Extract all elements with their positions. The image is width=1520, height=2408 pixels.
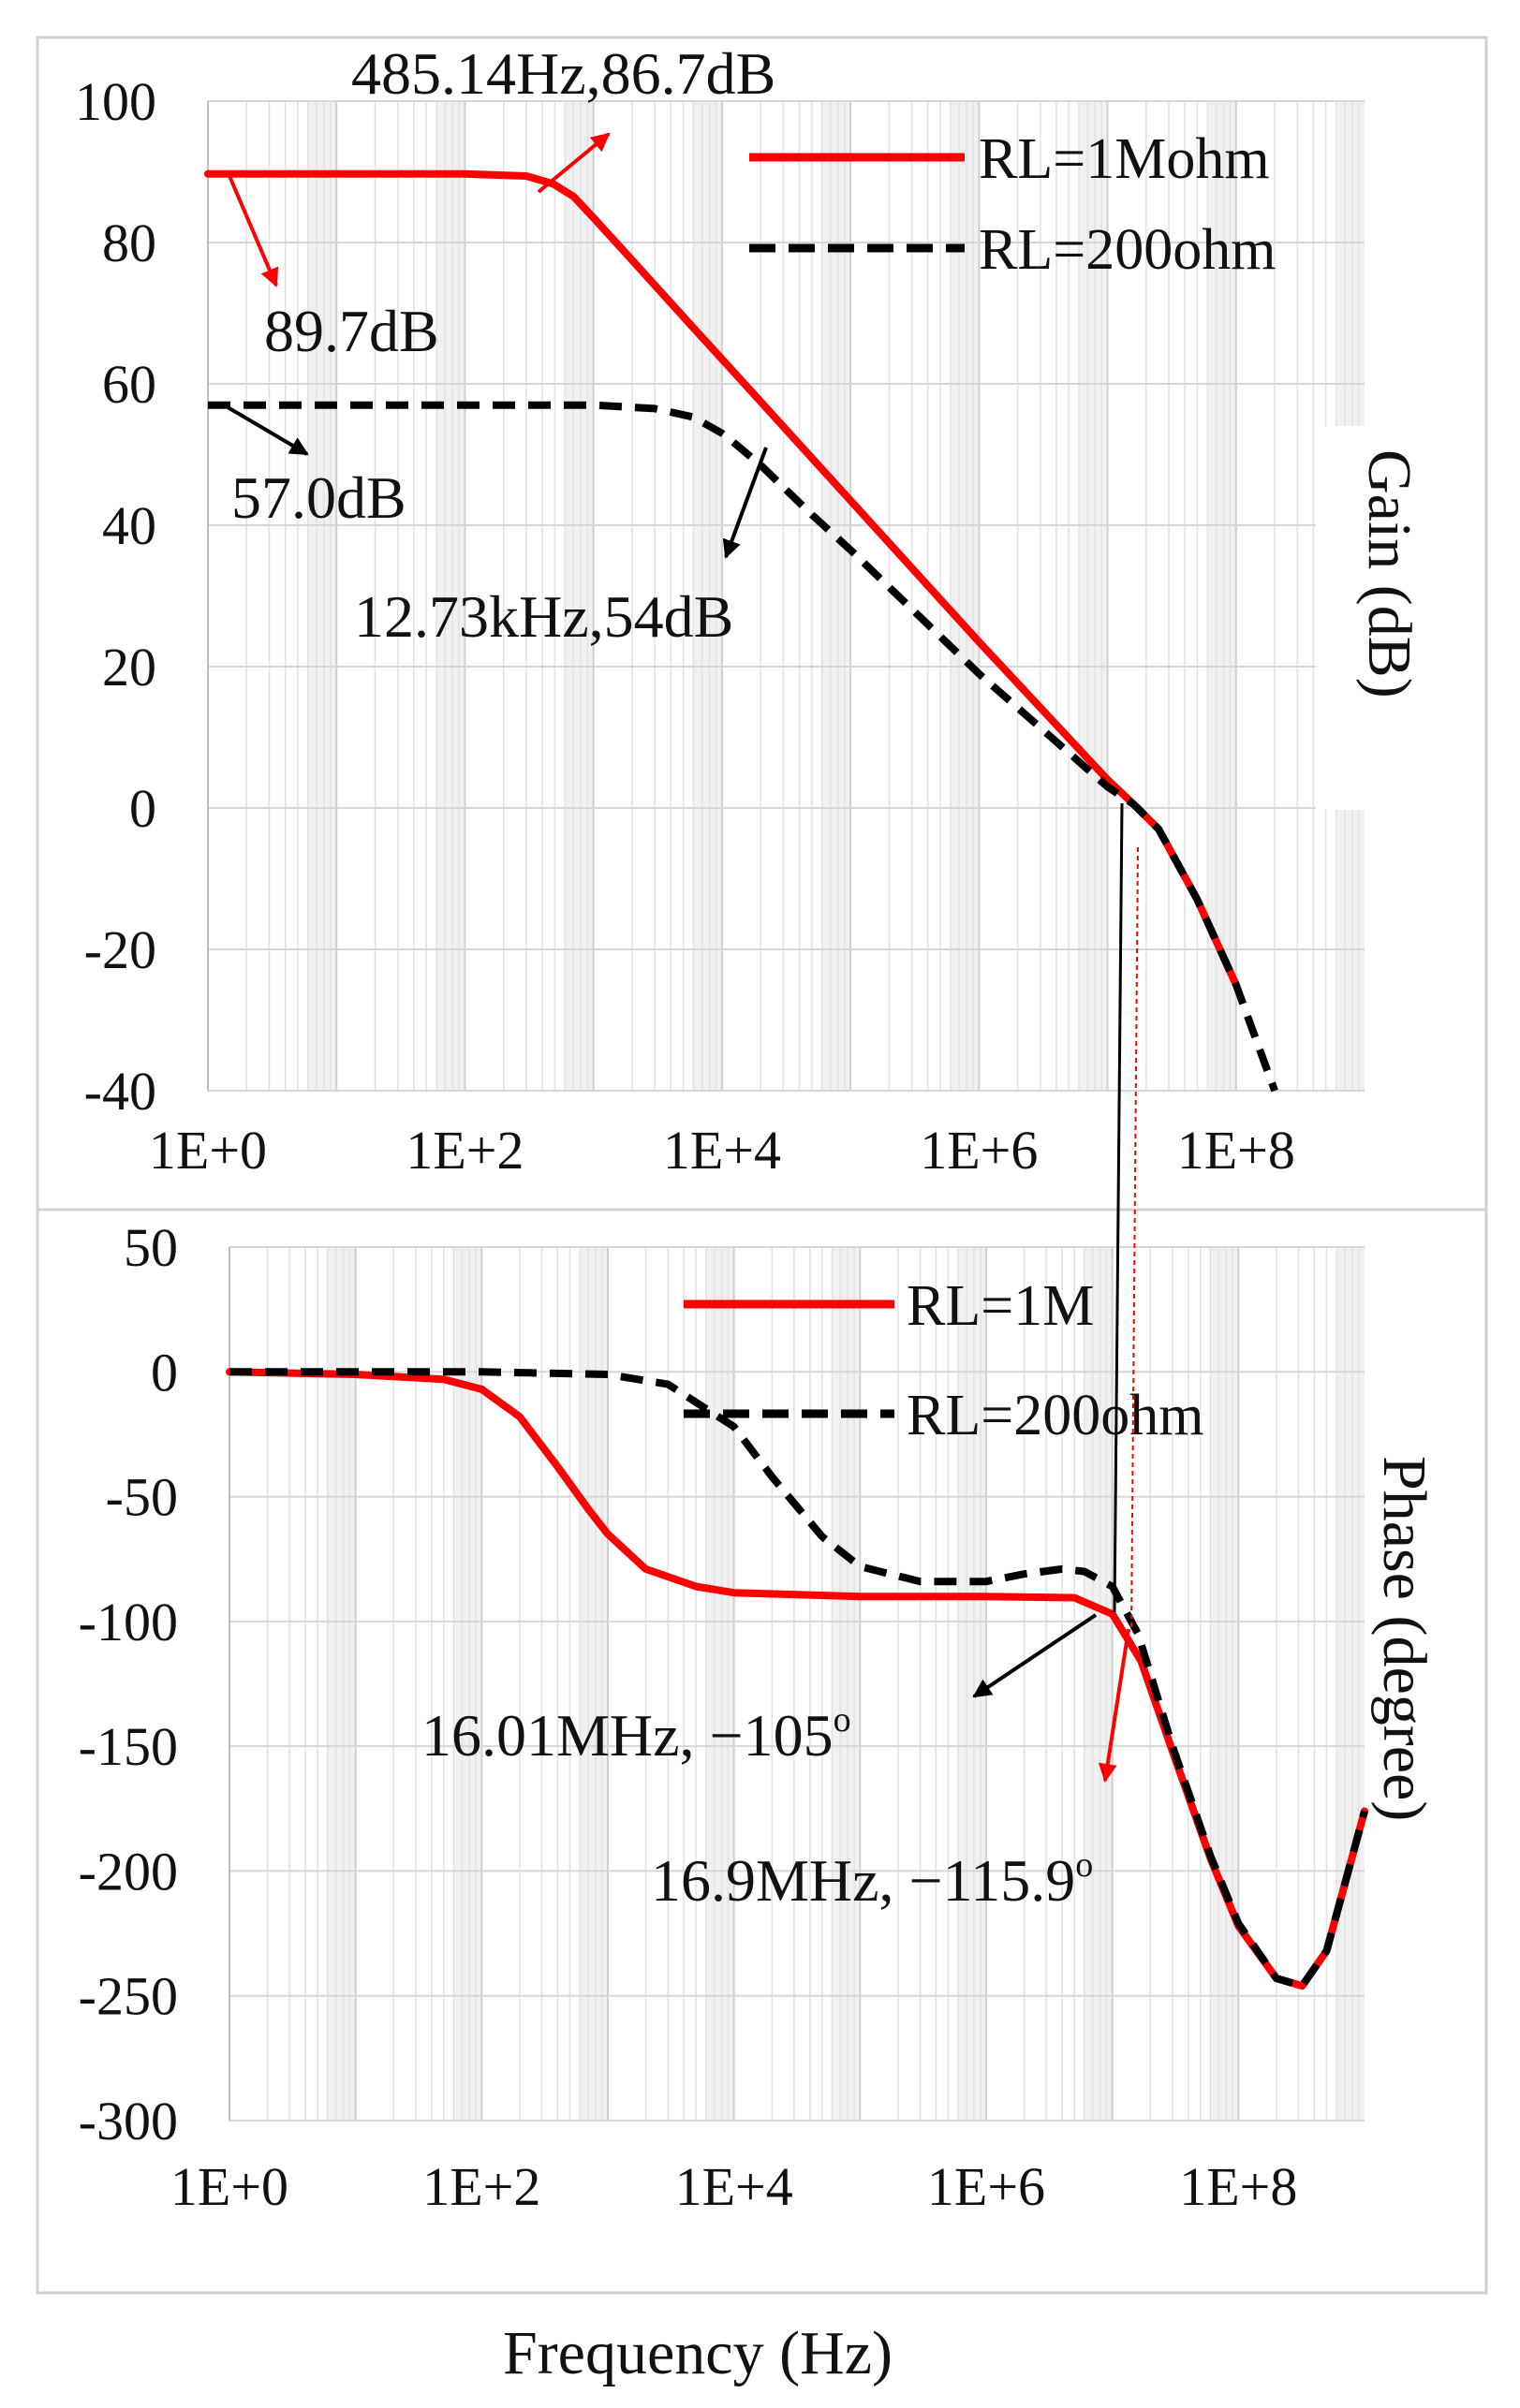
phase-x-tick-label: 1E+0 bbox=[170, 2156, 288, 2217]
gain-decade-shade bbox=[821, 101, 851, 1091]
annotation-89-7db: 89.7dB bbox=[264, 298, 439, 364]
gain-y-tick-label: 20 bbox=[102, 637, 156, 697]
annotation-57db: 57.0dB bbox=[231, 464, 406, 531]
gain-x-tick-label: 1E+8 bbox=[1177, 1120, 1295, 1181]
phase-decade-shade bbox=[453, 1247, 482, 2121]
phase-y-tick-label: -50 bbox=[106, 1467, 178, 1528]
annotation-16-9mhz-text: 16.9MHz, −115.9 bbox=[651, 1847, 1075, 1914]
phase-decade-shade bbox=[1210, 1247, 1239, 2121]
annotation-16-01mhz-sup: o bbox=[834, 1700, 851, 1740]
phase-legend-label-2: RL=200ohm bbox=[907, 1384, 1203, 1447]
gain-decade-shade bbox=[436, 101, 465, 1091]
phase-x-tick-label: 1E+6 bbox=[927, 2156, 1045, 2217]
phase-y-tick-label: -100 bbox=[79, 1592, 178, 1652]
gain-annotations: 485.14Hz,86.7dB 89.7dB 57.0dB 12.73kHz,5… bbox=[221, 40, 775, 650]
phase-legend-label-1: RL=1M bbox=[907, 1274, 1094, 1338]
phase-x-tick-labels: 1E+0 1E+2 1E+4 1E+6 1E+8 bbox=[170, 2156, 1297, 2217]
gain-x-tick-label: 1E+0 bbox=[149, 1120, 267, 1181]
gain-series-black-line bbox=[208, 401, 1278, 1093]
annotation-485hz-arrow bbox=[537, 132, 611, 194]
gain-x-tick-label: 1E+2 bbox=[406, 1120, 524, 1181]
gain-y-tick-label: -40 bbox=[84, 1061, 156, 1122]
phase-decade-shade bbox=[706, 1247, 734, 2121]
gain-decade-shade bbox=[308, 101, 337, 1091]
gain-series-group bbox=[204, 169, 1278, 1093]
gain-y-tick-label: 40 bbox=[102, 495, 156, 556]
crossover-marker-black bbox=[1113, 802, 1124, 1613]
gain-x-tick-label: 1E+4 bbox=[663, 1120, 781, 1181]
gain-x-tick-labels: 1E+0 1E+2 1E+4 1E+6 1E+8 bbox=[149, 1120, 1295, 1181]
phase-x-tick-label: 1E+4 bbox=[675, 2156, 793, 2217]
phase-x-tick-label: 1E+2 bbox=[422, 2156, 540, 2217]
gain-y-tick-label: -20 bbox=[84, 919, 156, 980]
phase-decade-shade bbox=[580, 1247, 608, 2121]
gain-axis-title-box bbox=[1316, 426, 1470, 810]
annotation-16-9mhz-arrow bbox=[1098, 1628, 1130, 1783]
phase-grid bbox=[229, 1246, 1365, 2122]
annotation-89-7db-arrow bbox=[228, 175, 279, 287]
phase-y-tick-label: -250 bbox=[79, 1966, 178, 2027]
phase-y-tick-label: 50 bbox=[124, 1217, 178, 1278]
annotation-12-73khz-arrow bbox=[722, 447, 768, 559]
gain-decade-shade bbox=[565, 101, 594, 1091]
gain-y-tick-label: 60 bbox=[102, 354, 156, 415]
annotation-16-01mhz-arrow bbox=[972, 1613, 1098, 1698]
gain-y-tick-label: 80 bbox=[102, 213, 156, 273]
gain-grid bbox=[207, 100, 1365, 1092]
phase-y-tick-label: -200 bbox=[79, 1841, 178, 1901]
gain-y-tick-label: 100 bbox=[75, 71, 156, 132]
phase-series-black-line bbox=[229, 1368, 1368, 1990]
phase-y-tick-label: 0 bbox=[151, 1342, 178, 1402]
annotation-16-01mhz: 16.01MHz, −105o bbox=[421, 1700, 851, 1769]
crossover-marker-red bbox=[1130, 846, 1139, 1630]
phase-legend: RL=1M RL=200ohm bbox=[684, 1274, 1203, 1447]
phase-y-tick-label: -150 bbox=[79, 1716, 178, 1777]
phase-decade-shade bbox=[1336, 1247, 1365, 2121]
annotation-16-9mhz: 16.9MHz, −115.9o bbox=[651, 1845, 1093, 1914]
phase-decade-shade bbox=[328, 1247, 356, 2121]
annotation-485hz: 485.14Hz,86.7dB bbox=[351, 40, 775, 107]
gain-panel-frame bbox=[36, 36, 1488, 1211]
phase-annotations: 16.01MHz, −105o 16.9MHz, −115.9o bbox=[421, 1613, 1130, 1914]
phase-y-tick-labels: 50 0 -50 -100 -150 -200 -250 -300 bbox=[79, 1217, 178, 2151]
gain-legend-label-2: RL=200ohm bbox=[979, 218, 1276, 282]
gain-legend-label-1: RL=1Mohm bbox=[979, 127, 1270, 191]
gain-y-tick-label: 0 bbox=[129, 778, 156, 839]
phase-decade-shade bbox=[958, 1247, 986, 2121]
gain-axis-title: Gain (dB) bbox=[1355, 449, 1424, 698]
gain-legend: RL=1Mohm RL=200ohm bbox=[749, 127, 1276, 282]
phase-decade-shade bbox=[832, 1247, 861, 2121]
phase-series-group bbox=[226, 1368, 1368, 1990]
gain-x-tick-label: 1E+6 bbox=[920, 1120, 1038, 1181]
phase-y-tick-label: -300 bbox=[79, 2091, 178, 2151]
gain-decade-shade bbox=[693, 101, 722, 1091]
annotation-16-01mhz-text: 16.01MHz, −105 bbox=[421, 1702, 834, 1769]
gain-y-tick-labels: 100 80 60 40 20 0 -20 -40 bbox=[75, 71, 156, 1122]
phase-panel-frame bbox=[36, 1208, 1488, 2295]
x-axis-title: Frequency (Hz) bbox=[503, 2319, 893, 2387]
annotation-16-9mhz-sup: o bbox=[1075, 1845, 1093, 1885]
gain-decade-shade bbox=[951, 101, 980, 1091]
phase-x-tick-label: 1E+8 bbox=[1179, 2156, 1297, 2217]
gain-decade-shade bbox=[1079, 101, 1108, 1091]
annotation-57db-arrow bbox=[221, 403, 309, 456]
annotation-12-73khz: 12.73kHz,54dB bbox=[354, 583, 733, 650]
phase-decade-shade bbox=[1085, 1247, 1113, 2121]
phase-axis-title: Phase (degree) bbox=[1370, 1456, 1439, 1821]
